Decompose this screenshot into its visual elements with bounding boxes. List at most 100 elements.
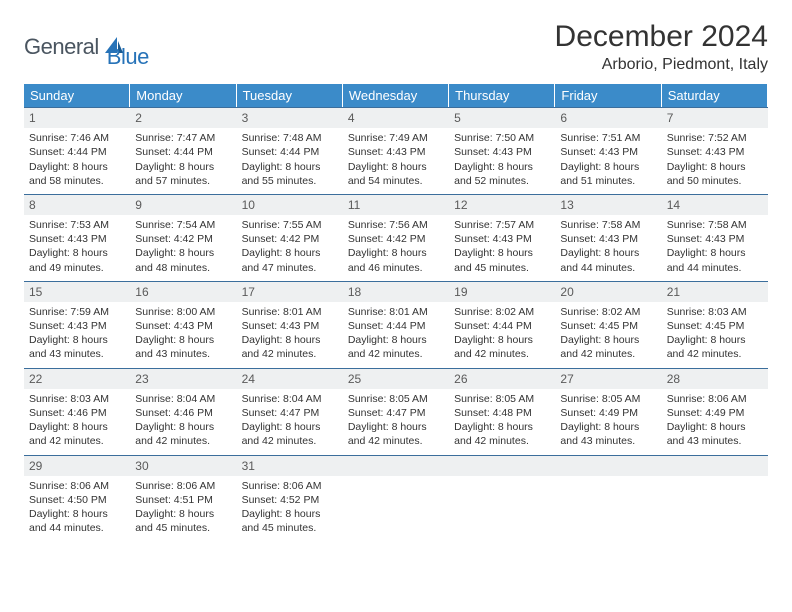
day-body: Sunrise: 8:04 AMSunset: 4:47 PMDaylight:… [237, 389, 343, 455]
calendar-cell-empty: . [662, 455, 768, 542]
daylight-text: Daylight: 8 hours and 51 minutes. [560, 160, 656, 188]
day-body: Sunrise: 8:06 AMSunset: 4:52 PMDaylight:… [237, 476, 343, 542]
day-number: 30 [130, 456, 236, 476]
sunrise-text: Sunrise: 7:46 AM [29, 131, 125, 145]
sunrise-text: Sunrise: 8:06 AM [135, 479, 231, 493]
day-body: Sunrise: 8:01 AMSunset: 4:44 PMDaylight:… [343, 302, 449, 368]
calendar-cell-empty: . [449, 455, 555, 542]
calendar-cell: 11Sunrise: 7:56 AMSunset: 4:42 PMDayligh… [343, 194, 449, 281]
header-row: General Blue December 2024 Arborio, Pied… [24, 20, 768, 74]
day-number: 2 [130, 108, 236, 128]
sunset-text: Sunset: 4:42 PM [242, 232, 338, 246]
day-number: 18 [343, 282, 449, 302]
daylight-text: Daylight: 8 hours and 54 minutes. [348, 160, 444, 188]
title-block: December 2024 Arborio, Piedmont, Italy [555, 20, 768, 74]
calendar-cell: 29Sunrise: 8:06 AMSunset: 4:50 PMDayligh… [24, 455, 130, 542]
sunrise-text: Sunrise: 7:57 AM [454, 218, 550, 232]
sunrise-text: Sunrise: 7:52 AM [667, 131, 763, 145]
sunrise-text: Sunrise: 7:58 AM [560, 218, 656, 232]
brand-part1: General [24, 34, 99, 60]
day-number: 13 [555, 195, 661, 215]
day-body: Sunrise: 7:50 AMSunset: 4:43 PMDaylight:… [449, 128, 555, 194]
daylight-text: Daylight: 8 hours and 43 minutes. [29, 333, 125, 361]
calendar-cell: 26Sunrise: 8:05 AMSunset: 4:48 PMDayligh… [449, 368, 555, 455]
day-body: Sunrise: 8:05 AMSunset: 4:47 PMDaylight:… [343, 389, 449, 455]
day-number: 8 [24, 195, 130, 215]
sunset-text: Sunset: 4:47 PM [242, 406, 338, 420]
day-body: Sunrise: 8:05 AMSunset: 4:49 PMDaylight:… [555, 389, 661, 455]
sunset-text: Sunset: 4:47 PM [348, 406, 444, 420]
calendar-cell: 30Sunrise: 8:06 AMSunset: 4:51 PMDayligh… [130, 455, 236, 542]
daylight-text: Daylight: 8 hours and 42 minutes. [454, 333, 550, 361]
daylight-text: Daylight: 8 hours and 42 minutes. [560, 333, 656, 361]
day-number: 1 [24, 108, 130, 128]
day-body: Sunrise: 8:04 AMSunset: 4:46 PMDaylight:… [130, 389, 236, 455]
day-body: Sunrise: 8:02 AMSunset: 4:45 PMDaylight:… [555, 302, 661, 368]
daylight-text: Daylight: 8 hours and 45 minutes. [454, 246, 550, 274]
day-number: 7 [662, 108, 768, 128]
sunrise-text: Sunrise: 8:03 AM [29, 392, 125, 406]
calendar-cell-empty: . [555, 455, 661, 542]
weekday-header: Monday [130, 84, 236, 107]
day-body: Sunrise: 7:53 AMSunset: 4:43 PMDaylight:… [24, 215, 130, 281]
sunset-text: Sunset: 4:51 PM [135, 493, 231, 507]
daylight-text: Daylight: 8 hours and 45 minutes. [242, 507, 338, 535]
day-number: 19 [449, 282, 555, 302]
sunset-text: Sunset: 4:43 PM [667, 145, 763, 159]
calendar-cell: 14Sunrise: 7:58 AMSunset: 4:43 PMDayligh… [662, 194, 768, 281]
weekday-header: Wednesday [343, 84, 449, 107]
calendar-cell: 1Sunrise: 7:46 AMSunset: 4:44 PMDaylight… [24, 107, 130, 194]
day-number: 25 [343, 369, 449, 389]
calendar-cell: 10Sunrise: 7:55 AMSunset: 4:42 PMDayligh… [237, 194, 343, 281]
sunset-text: Sunset: 4:44 PM [348, 319, 444, 333]
sunrise-text: Sunrise: 7:55 AM [242, 218, 338, 232]
location-text: Arborio, Piedmont, Italy [555, 56, 768, 74]
sunset-text: Sunset: 4:44 PM [29, 145, 125, 159]
day-body: Sunrise: 7:57 AMSunset: 4:43 PMDaylight:… [449, 215, 555, 281]
calendar-cell: 28Sunrise: 8:06 AMSunset: 4:49 PMDayligh… [662, 368, 768, 455]
sunrise-text: Sunrise: 8:02 AM [560, 305, 656, 319]
daylight-text: Daylight: 8 hours and 43 minutes. [560, 420, 656, 448]
calendar-cell: 16Sunrise: 8:00 AMSunset: 4:43 PMDayligh… [130, 281, 236, 368]
day-body: Sunrise: 8:03 AMSunset: 4:45 PMDaylight:… [662, 302, 768, 368]
day-body: Sunrise: 7:58 AMSunset: 4:43 PMDaylight:… [662, 215, 768, 281]
daylight-text: Daylight: 8 hours and 57 minutes. [135, 160, 231, 188]
sunset-text: Sunset: 4:45 PM [667, 319, 763, 333]
sunrise-text: Sunrise: 8:05 AM [560, 392, 656, 406]
daylight-text: Daylight: 8 hours and 55 minutes. [242, 160, 338, 188]
daylight-text: Daylight: 8 hours and 42 minutes. [29, 420, 125, 448]
day-number: 28 [662, 369, 768, 389]
sunrise-text: Sunrise: 8:06 AM [667, 392, 763, 406]
calendar-cell: 19Sunrise: 8:02 AMSunset: 4:44 PMDayligh… [449, 281, 555, 368]
daylight-text: Daylight: 8 hours and 42 minutes. [348, 420, 444, 448]
calendar-cell: 23Sunrise: 8:04 AMSunset: 4:46 PMDayligh… [130, 368, 236, 455]
daylight-text: Daylight: 8 hours and 44 minutes. [29, 507, 125, 535]
sunset-text: Sunset: 4:43 PM [242, 319, 338, 333]
daylight-text: Daylight: 8 hours and 43 minutes. [135, 333, 231, 361]
sunrise-text: Sunrise: 8:05 AM [454, 392, 550, 406]
day-number: 31 [237, 456, 343, 476]
daylight-text: Daylight: 8 hours and 48 minutes. [135, 246, 231, 274]
sunrise-text: Sunrise: 7:47 AM [135, 131, 231, 145]
sunset-text: Sunset: 4:43 PM [135, 319, 231, 333]
daylight-text: Daylight: 8 hours and 42 minutes. [135, 420, 231, 448]
sunrise-text: Sunrise: 7:58 AM [667, 218, 763, 232]
sunrise-text: Sunrise: 8:06 AM [242, 479, 338, 493]
sunset-text: Sunset: 4:50 PM [29, 493, 125, 507]
sunset-text: Sunset: 4:42 PM [135, 232, 231, 246]
daylight-text: Daylight: 8 hours and 46 minutes. [348, 246, 444, 274]
sunset-text: Sunset: 4:44 PM [454, 319, 550, 333]
sunset-text: Sunset: 4:43 PM [560, 232, 656, 246]
day-body: Sunrise: 7:56 AMSunset: 4:42 PMDaylight:… [343, 215, 449, 281]
daylight-text: Daylight: 8 hours and 42 minutes. [242, 333, 338, 361]
calendar-cell: 20Sunrise: 8:02 AMSunset: 4:45 PMDayligh… [555, 281, 661, 368]
calendar-cell: 4Sunrise: 7:49 AMSunset: 4:43 PMDaylight… [343, 107, 449, 194]
day-number: 24 [237, 369, 343, 389]
sunrise-text: Sunrise: 8:01 AM [348, 305, 444, 319]
day-body: Sunrise: 8:00 AMSunset: 4:43 PMDaylight:… [130, 302, 236, 368]
sunrise-text: Sunrise: 8:06 AM [29, 479, 125, 493]
calendar-cell: 31Sunrise: 8:06 AMSunset: 4:52 PMDayligh… [237, 455, 343, 542]
day-number: 14 [662, 195, 768, 215]
sunset-text: Sunset: 4:49 PM [667, 406, 763, 420]
day-body: Sunrise: 7:52 AMSunset: 4:43 PMDaylight:… [662, 128, 768, 194]
